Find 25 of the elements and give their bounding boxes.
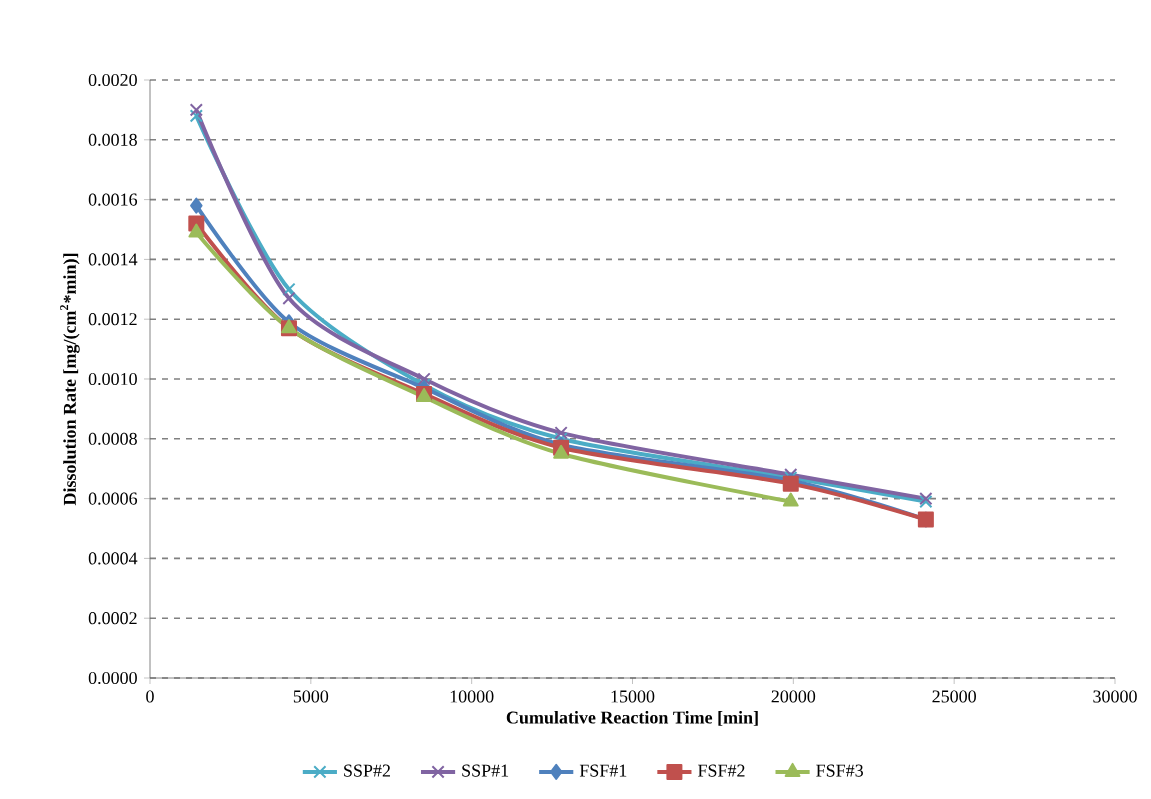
- x-axis-title: Cumulative Reaction Time [min]: [506, 710, 758, 726]
- x-tick-label: 0: [146, 690, 154, 703]
- x-tick-label: 15000: [611, 690, 655, 703]
- y-tick-label: 0.0000: [88, 671, 137, 685]
- y-tick-label: 0.0016: [88, 193, 138, 206]
- y-tick-label: 0.0002: [88, 612, 137, 625]
- x-tick-label: 20000: [771, 690, 816, 703]
- y-tick-label: 0.0008: [88, 432, 137, 445]
- legend-label: SSP#2: [344, 764, 390, 777]
- y-tick-label: 0.0004: [88, 552, 138, 565]
- x-tick-label: 10000: [450, 690, 494, 703]
- legend-label: FSF#2: [698, 764, 745, 777]
- y-tick-label: 0.0020: [88, 73, 137, 87]
- x-tick-label: 30000: [1093, 690, 1137, 703]
- y-tick-label: 0.0014: [88, 253, 138, 266]
- legend-label: FSF#1: [579, 764, 627, 777]
- y-tick-label: 0.0010: [88, 372, 137, 386]
- legend-label: FSF#3: [816, 764, 863, 777]
- y-tick-label: 0.0012: [88, 313, 137, 326]
- x-tick-label: 25000: [932, 690, 976, 703]
- y-tick-label: 0.0006: [88, 492, 138, 505]
- x-tick-label: 5000: [293, 690, 329, 703]
- y-axis-title: Dissolution Rate [mg/(cm$^{2}$*min)]: [60, 253, 80, 506]
- legend-label: SSP#1: [462, 764, 509, 777]
- y-tick-label: 0.0018: [88, 133, 137, 146]
